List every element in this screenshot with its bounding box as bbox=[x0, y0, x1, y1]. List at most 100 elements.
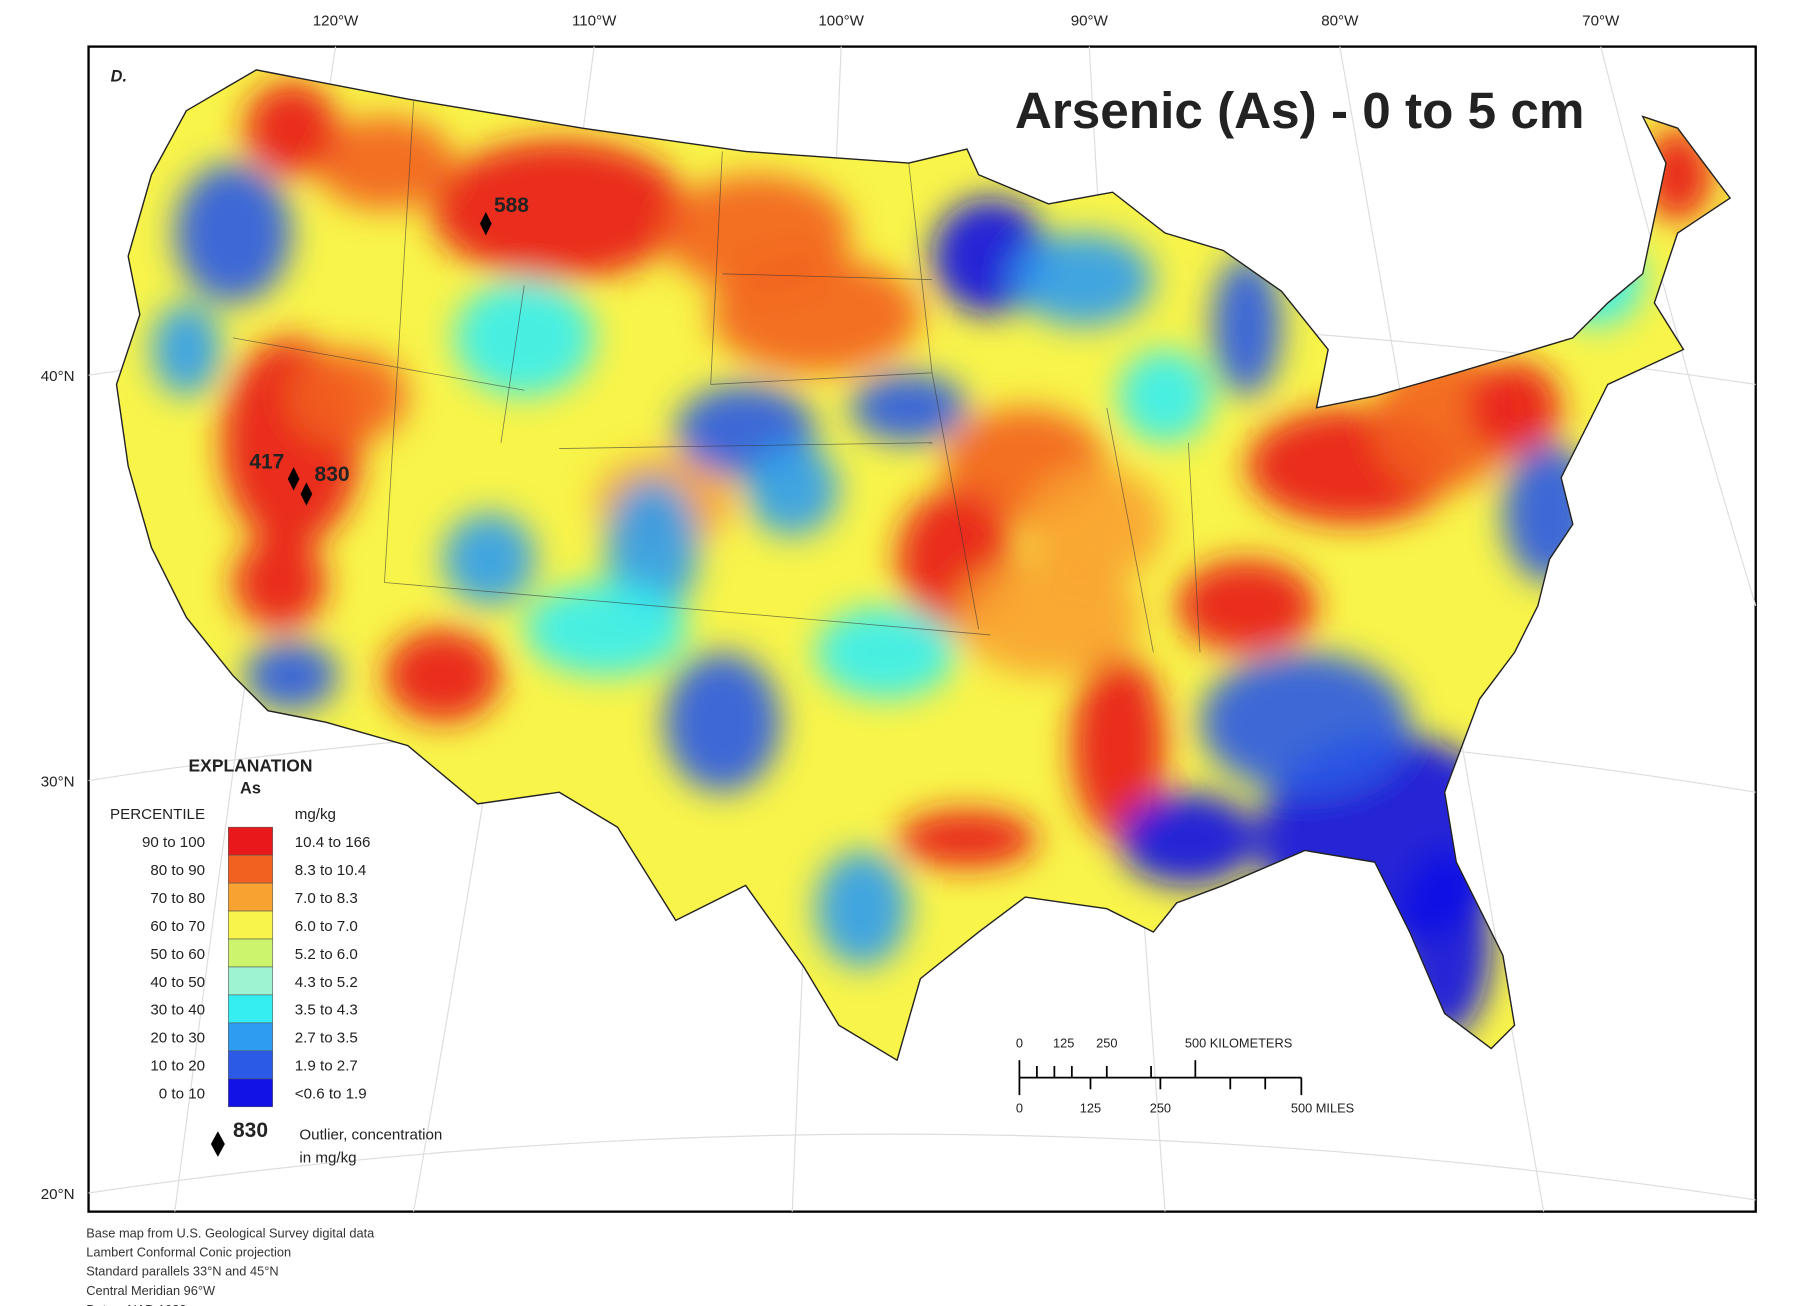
legend-swatch bbox=[228, 910, 273, 940]
unit-header: mg/kg bbox=[295, 806, 336, 823]
latitude-label: 40°N bbox=[41, 368, 75, 385]
legend-range: 10.4 to 166 bbox=[295, 834, 371, 851]
legend-swatch bbox=[228, 1050, 273, 1080]
legend-percentile: 40 to 50 bbox=[150, 974, 205, 991]
legend-range: 2.7 to 3.5 bbox=[295, 1030, 358, 1047]
scale-km-label: 250 bbox=[1096, 1035, 1117, 1050]
credit-line: Standard parallels 33°N and 45°N bbox=[86, 1264, 278, 1279]
outlier-label: 588 bbox=[494, 194, 529, 217]
concentration-zone bbox=[1013, 233, 1154, 327]
outlier-label: 417 bbox=[249, 450, 284, 473]
legend-swatch bbox=[228, 854, 273, 884]
legend-range: 7.0 to 8.3 bbox=[295, 890, 358, 907]
outlier-marker bbox=[300, 482, 313, 506]
longitude-label: 90°W bbox=[1071, 13, 1109, 30]
concentration-zone bbox=[850, 372, 967, 443]
credit-line: Central Meridian 96°W bbox=[86, 1283, 216, 1298]
concentration-zone bbox=[291, 349, 408, 443]
longitude-label: 110°W bbox=[572, 13, 617, 30]
concentration-zone bbox=[605, 477, 700, 618]
concentration-zone bbox=[955, 559, 1142, 676]
scale-km-label: 125 bbox=[1053, 1035, 1074, 1050]
concentration-zone bbox=[244, 640, 338, 711]
concentration-zone bbox=[897, 809, 1037, 868]
concentration-zone bbox=[1211, 256, 1282, 397]
concentration-zone bbox=[442, 512, 536, 606]
concentration-zone bbox=[1176, 559, 1317, 653]
concentration-zone bbox=[524, 582, 688, 676]
scale-mile-label: 250 bbox=[1150, 1101, 1171, 1116]
latitude-label: 30°N bbox=[41, 773, 75, 790]
concentration-zone bbox=[314, 116, 455, 210]
legend-swatch bbox=[228, 938, 273, 968]
concentration-zone bbox=[664, 652, 781, 793]
concentration-zone bbox=[384, 629, 501, 723]
legend-swatch bbox=[228, 966, 273, 996]
legend-percentile: 30 to 40 bbox=[150, 1002, 205, 1019]
legend-range: 1.9 to 2.7 bbox=[295, 1058, 358, 1075]
legend-percentile: 90 to 100 bbox=[142, 834, 205, 851]
percentile-header: PERCENTILE bbox=[110, 806, 205, 823]
legend-range: <0.6 to 1.9 bbox=[295, 1086, 367, 1103]
panel-label: D. bbox=[111, 68, 127, 86]
scale-mile-label: 125 bbox=[1080, 1101, 1101, 1116]
concentration-zone bbox=[174, 163, 292, 303]
concentration-zone bbox=[244, 81, 338, 175]
longitude-label: 100°W bbox=[818, 13, 864, 30]
credit-line: Datum NAD 1983 bbox=[86, 1302, 186, 1306]
concentration-zone bbox=[815, 605, 956, 700]
legend-range: 6.0 to 7.0 bbox=[295, 918, 358, 935]
legend-percentile: 60 to 70 bbox=[150, 918, 205, 935]
concentration-zone bbox=[431, 139, 688, 280]
outlier-marker bbox=[480, 212, 492, 236]
legend-percentile: 10 to 20 bbox=[150, 1058, 205, 1075]
map-title: Arsenic (As) - 0 to 5 cm bbox=[1015, 82, 1585, 139]
concentration-zone bbox=[1118, 349, 1212, 443]
legend-title: EXPLANATION bbox=[189, 755, 313, 775]
legend-percentile: 70 to 80 bbox=[150, 890, 205, 907]
legend-range: 3.5 to 4.3 bbox=[295, 1002, 358, 1019]
scale-km-label: 500 KILOMETERS bbox=[1185, 1035, 1292, 1050]
scale-mile-label: 0 bbox=[1016, 1101, 1023, 1116]
concentration-zone bbox=[233, 535, 327, 630]
legend-subtitle: As bbox=[240, 779, 261, 797]
legend-percentile: 80 to 90 bbox=[150, 862, 205, 879]
credit-line: Lambert Conformal Conic projection bbox=[86, 1244, 291, 1259]
longitude-label: 120°W bbox=[313, 13, 359, 30]
latitude-label: 20°N bbox=[41, 1186, 75, 1203]
concentration-zone bbox=[1118, 792, 1259, 886]
legend-percentile: 50 to 60 bbox=[150, 946, 205, 963]
concentration-zone bbox=[815, 850, 909, 967]
state-lines bbox=[232, 101, 1201, 653]
legend: EXPLANATION As PERCENTILE mg/kg 830 Outl… bbox=[110, 755, 442, 1166]
concentration-zone bbox=[454, 279, 595, 397]
legend-swatch bbox=[228, 1078, 273, 1108]
concentration-zone bbox=[151, 302, 222, 397]
legend-swatch bbox=[228, 1022, 273, 1052]
legend-range: 8.3 to 10.4 bbox=[295, 862, 366, 879]
longitude-label: 80°W bbox=[1321, 13, 1359, 30]
concentration-zone bbox=[1467, 361, 1562, 455]
concentration-zone bbox=[1199, 652, 1410, 793]
legend-percentile: 0 to 10 bbox=[159, 1086, 205, 1103]
scale-mile-label: 500 MILES bbox=[1291, 1101, 1354, 1116]
concentration-zone bbox=[1025, 466, 1166, 583]
scale-km-label: 0 bbox=[1016, 1035, 1023, 1050]
longitude-label: 70°W bbox=[1582, 13, 1620, 30]
outlier-example: 830 bbox=[233, 1119, 268, 1142]
scale-bar bbox=[1018, 1060, 1303, 1096]
concentration-zone bbox=[745, 442, 839, 536]
legend-swatch bbox=[228, 994, 273, 1024]
concentration-zone bbox=[710, 256, 921, 373]
concentration-zone bbox=[1071, 652, 1166, 839]
legend-range: 4.3 to 5.2 bbox=[295, 974, 358, 991]
legend-swatch bbox=[228, 826, 273, 856]
outlier-note: Outlier, concentration bbox=[299, 1126, 442, 1143]
outlier-note: in mg/kg bbox=[299, 1150, 356, 1167]
legend-percentile: 20 to 30 bbox=[150, 1030, 205, 1047]
credit-line: Base map from U.S. Geological Survey dig… bbox=[86, 1225, 375, 1240]
legend-range: 5.2 to 6.0 bbox=[295, 946, 358, 963]
outlier-symbol bbox=[210, 1131, 225, 1157]
